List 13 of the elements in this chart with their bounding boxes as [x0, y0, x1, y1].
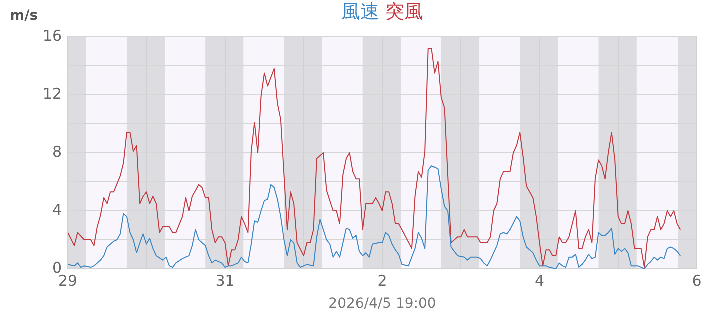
x-tick-label: 6 [692, 272, 702, 290]
series-label: 突風 [386, 1, 424, 23]
x-tick-label: 29 [58, 272, 78, 290]
text: 風速 [342, 1, 380, 23]
text: 2026/4/5 19:00 [328, 296, 438, 312]
x-tick-label: 4 [534, 272, 545, 290]
y-tick-label: 4 [52, 200, 62, 219]
y-tick-label: 8 [52, 142, 62, 161]
y-tick-label: 12 [42, 84, 62, 103]
x-tick-label: 2 [378, 272, 388, 290]
x-tick-label: 31 [216, 272, 235, 290]
y-tick-label: 16 [42, 26, 62, 45]
y-axis-title: m/s [10, 8, 38, 24]
